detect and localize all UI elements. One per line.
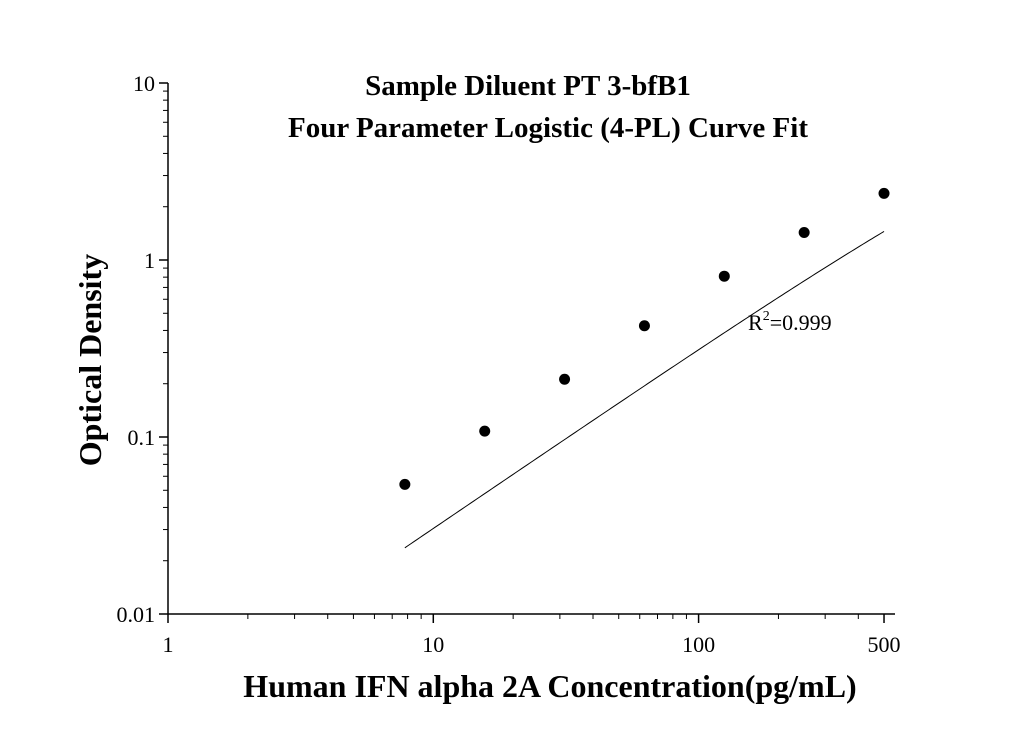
- y-tick-label: 10: [133, 71, 155, 96]
- data-point: [798, 227, 810, 239]
- data-point: [718, 270, 730, 282]
- data-point: [479, 425, 491, 437]
- data-point: [878, 187, 890, 199]
- data-point: [638, 320, 650, 332]
- x-tick-label: 100: [682, 632, 715, 657]
- chart-title-line-2: Four Parameter Logistic (4-PL) Curve Fit: [288, 112, 808, 144]
- x-axis-label: Human IFN alpha 2A Concentration(pg/mL): [243, 668, 856, 704]
- x-tick-label: 500: [868, 632, 901, 657]
- y-axis-label: Optical Density: [72, 254, 108, 466]
- y-tick-label: 0.1: [128, 425, 156, 450]
- r-squared-base: R: [748, 310, 763, 335]
- axes: 1 10 100 500 0.01 0.1 1 10: [117, 71, 901, 657]
- data-points-layer: [399, 187, 890, 490]
- x-tick-label: 10: [422, 632, 444, 657]
- y-tick-label: 0.01: [117, 602, 156, 627]
- data-point: [559, 373, 571, 385]
- x-tick-label: 1: [163, 632, 174, 657]
- r-squared-superscript: 2: [763, 309, 770, 324]
- r-squared-annotation: R2=0.999: [748, 309, 832, 335]
- fit-curve: [404, 231, 885, 549]
- y-tick-label: 1: [144, 248, 155, 273]
- chart-title-line-1: Sample Diluent PT 3-bfB1: [365, 70, 691, 102]
- data-point: [399, 478, 411, 490]
- fit-curve-layer: [404, 231, 885, 549]
- r-squared-value: =0.999: [770, 310, 832, 335]
